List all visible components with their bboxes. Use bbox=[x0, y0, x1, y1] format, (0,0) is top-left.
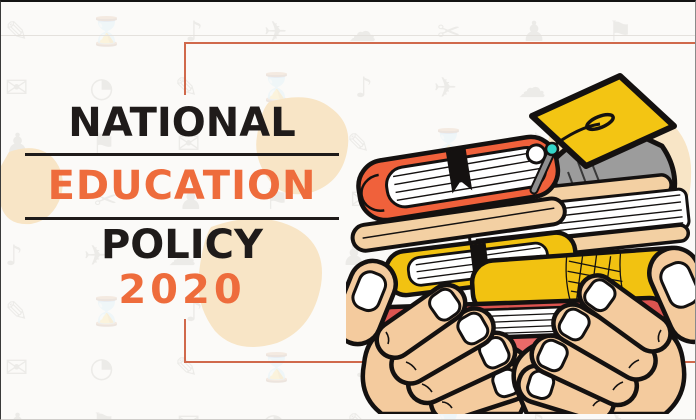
book-cream-thin bbox=[350, 196, 567, 253]
cap-cord bbox=[555, 122, 601, 146]
accent-frame-left-lower bbox=[184, 319, 186, 363]
title-education: EDUCATION bbox=[47, 163, 317, 209]
tassel-bead bbox=[544, 141, 560, 157]
bookmark bbox=[445, 148, 473, 194]
accent-frame-left-upper bbox=[184, 42, 186, 95]
left-hand-shading bbox=[385, 331, 453, 409]
title-policy: POLICY bbox=[100, 222, 263, 268]
title-divider-2 bbox=[25, 217, 339, 220]
map-blob-1 bbox=[256, 97, 349, 195]
title-block: NATIONAL EDUCATION POLICY 2020 bbox=[23, 100, 341, 312]
map-blob-4 bbox=[1, 148, 63, 225]
cap-tassel bbox=[529, 141, 560, 195]
right-hand-shading bbox=[592, 329, 662, 407]
title-year: 2020 bbox=[118, 267, 246, 313]
top-separator-line bbox=[1, 35, 695, 36]
book-orange bbox=[356, 134, 561, 223]
title-national: NATIONAL bbox=[68, 100, 296, 146]
title-divider-1 bbox=[25, 153, 339, 156]
accent-frame-top bbox=[184, 42, 695, 44]
map-blob-2 bbox=[198, 218, 322, 347]
left-hand bbox=[346, 258, 537, 414]
right-hand bbox=[511, 245, 695, 414]
hands-books-graduation-illustration bbox=[346, 73, 695, 414]
